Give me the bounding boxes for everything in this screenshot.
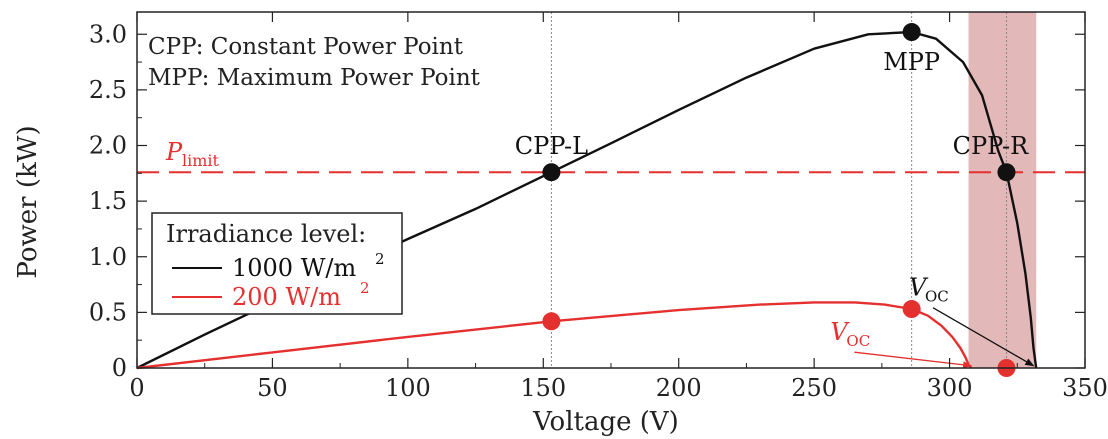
x-tick-label: 0 [129,374,144,402]
x-tick-label: 200 [656,374,702,402]
cpp-r-band [968,12,1037,368]
legend-entry-1000-sup: 2 [375,250,385,268]
notes-line-1: CPP: Constant Power Point [148,34,464,60]
data-point-4 [902,300,921,319]
voc-label-sub: OC [925,288,949,306]
voc-label: V [909,274,929,302]
x-tick-label: 150 [520,374,566,402]
x-tick-label: 250 [791,374,837,402]
p-limit-label: P limit [165,138,220,170]
data-point-0 [542,163,561,182]
points-layer: CPP-L MPP CPP-R [515,23,1029,377]
series-line-1 [136,301,973,370]
data-point-3 [542,312,561,331]
voc-label-sub: OC [846,332,870,350]
y-tick-label: 2.0 [89,132,127,160]
data-point-1 [902,23,921,42]
y-tick-label: 1.5 [89,187,127,215]
p-limit-label-sub: limit [182,151,220,170]
legend-title: Irradiance level: [166,220,366,248]
legend: Irradiance level: 1000 W/m 2 200 W/m 2 [151,212,403,315]
cpp-r-band-layer [968,12,1037,368]
voc-label: V [830,318,850,346]
data-point-2 [997,163,1016,182]
notes-line-2: MPP: Maximum Power Point [148,65,481,91]
point-label-mpp: MPP [883,48,940,76]
y-tick-label: 2.5 [89,76,127,104]
point-label-cpp-r: CPP-R [953,132,1029,160]
voc-arrow [932,307,1035,367]
voc-arrow [854,351,973,369]
y-tick-label: 1.0 [89,243,127,271]
x-axis-label: Voltage (V) [532,407,679,437]
y-tick-label: 3.0 [89,20,127,48]
x-tick-label: 300 [927,374,973,402]
point-label-cpp-l: CPP-L [515,132,588,160]
legend-entry-200: 200 W/m [232,283,341,311]
y-tick-label: 0.5 [89,298,127,326]
legend-entry-1000: 1000 W/m [232,254,356,282]
y-axis-label: Power (kW) [13,125,43,278]
axes-layer: 0 50 100 150 200 250 300 350 0 0.5 1.0 1.5 2.0 2.5 3.0 [89,11,1108,402]
y-tick-label: 0 [112,354,127,382]
legend-entry-200-sup: 2 [360,279,370,297]
p-limit-label-main: P [165,138,183,166]
x-tick-label: 100 [385,374,431,402]
x-tick-label: 350 [1062,374,1108,402]
x-tick-label: 50 [257,374,288,402]
